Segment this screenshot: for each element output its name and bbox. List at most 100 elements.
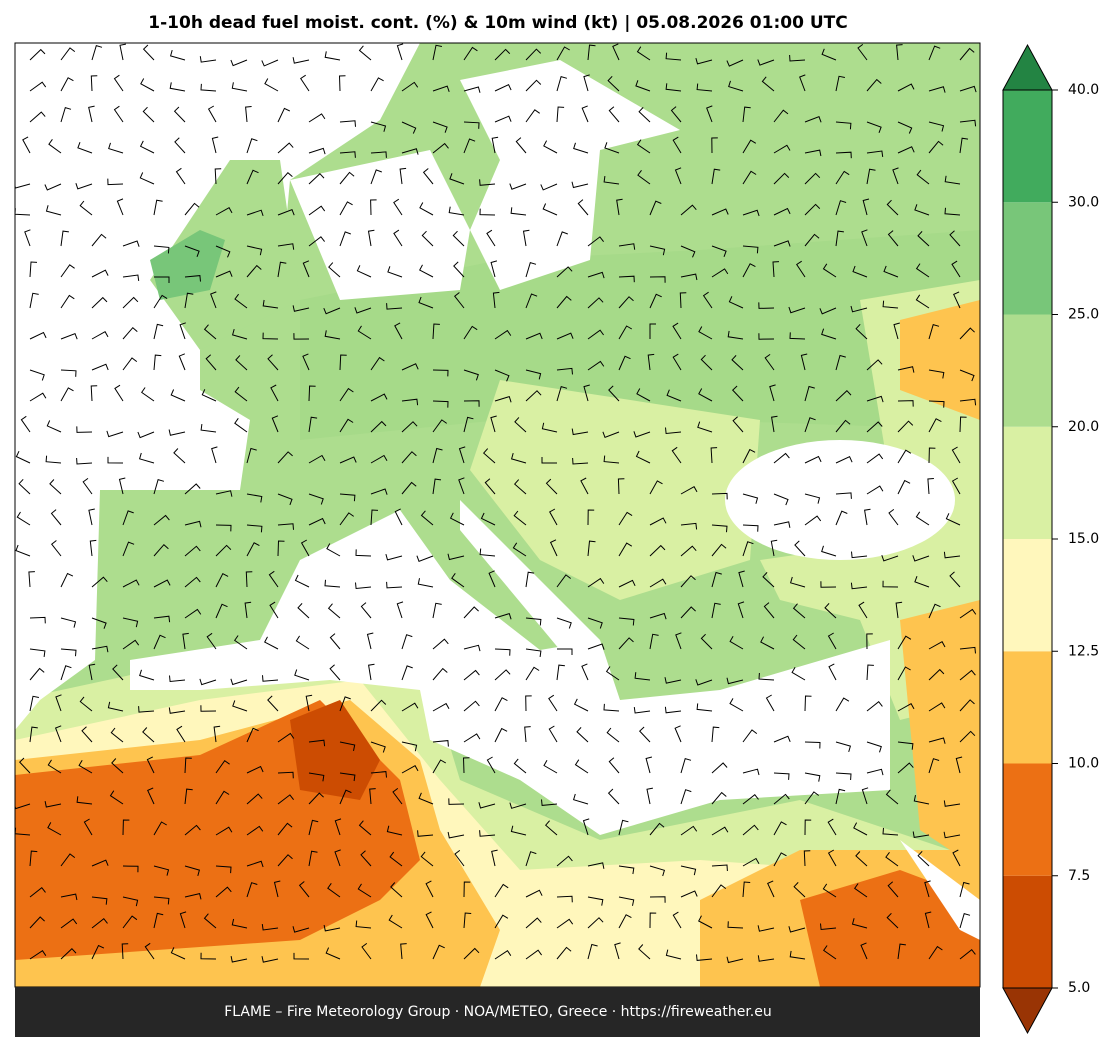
wind-barb — [728, 80, 744, 92]
wind-barb — [665, 52, 682, 61]
wind-barb — [928, 603, 941, 619]
wind-barb — [154, 276, 170, 283]
wind-barb — [432, 478, 442, 495]
wind-barb — [525, 293, 538, 309]
wind-barb — [118, 477, 126, 495]
wind-barb — [246, 138, 258, 154]
wind-barb — [637, 170, 651, 185]
wind-barb — [928, 668, 945, 681]
wind-barb — [184, 865, 201, 877]
wind-barb — [44, 801, 62, 808]
wind-barb — [773, 772, 790, 780]
wind-barb — [432, 142, 449, 154]
wind-barb — [432, 702, 450, 712]
wind-barb — [793, 882, 806, 898]
wind-barb — [897, 420, 914, 433]
wind-barb — [727, 921, 744, 929]
wind-barb — [697, 421, 713, 433]
wind-barb — [928, 447, 936, 464]
wind-barb — [60, 294, 75, 309]
wind-barb — [549, 539, 558, 557]
wind-barb — [308, 819, 319, 836]
wind-barb — [153, 634, 166, 650]
wind-barb — [215, 544, 232, 557]
wind-barb — [339, 741, 356, 751]
wind-barb — [45, 205, 62, 216]
sea — [460, 500, 600, 650]
wind-barb — [328, 262, 341, 278]
wind-barb — [742, 245, 759, 254]
wind-barb — [835, 419, 851, 433]
wind-barb — [29, 48, 46, 61]
wind-barb — [866, 395, 884, 403]
wind-barb — [680, 865, 697, 876]
wind-barb — [389, 851, 403, 867]
wind-barb — [525, 369, 542, 380]
wind-barb — [81, 726, 93, 743]
wind-barb — [710, 447, 718, 464]
wind-barb — [788, 306, 806, 314]
wind-barb — [308, 772, 325, 782]
wind-barb — [401, 765, 419, 774]
wind-barb — [761, 76, 775, 92]
wind-barb — [494, 84, 512, 92]
wind-barb — [396, 43, 404, 61]
wind-barb — [153, 199, 163, 216]
wind-barb — [49, 479, 62, 495]
wind-barb — [122, 819, 130, 836]
wind-barb — [215, 865, 232, 874]
wind-barb — [514, 417, 527, 433]
wind-barb — [421, 230, 434, 247]
wind-barb — [482, 448, 496, 464]
wind-barb — [603, 455, 620, 464]
wind-barb — [789, 54, 806, 62]
wind-barb — [386, 581, 403, 589]
wind-barb — [112, 664, 124, 681]
wind-barb — [671, 446, 682, 464]
colorbar-tick-label: 12.5 — [1068, 643, 1099, 659]
wind-barb — [804, 149, 822, 157]
wind-barb — [822, 263, 837, 278]
wind-barb — [557, 648, 573, 655]
wind-barb — [525, 109, 540, 123]
wind-barb — [924, 911, 932, 929]
wind-barb — [91, 917, 108, 929]
wind-barb — [91, 331, 109, 340]
wind-barb — [543, 760, 558, 774]
wind-barb — [892, 167, 899, 185]
wind-barb — [215, 245, 231, 258]
wind-barb — [422, 168, 434, 185]
wind-barb — [804, 493, 821, 504]
wind-barb — [491, 136, 499, 154]
wind-barb — [646, 787, 653, 805]
wind-barb — [113, 105, 124, 123]
wind-barb — [401, 451, 417, 464]
wind-barb — [680, 273, 698, 281]
wind-barb — [370, 454, 388, 464]
wind-barb — [448, 798, 465, 805]
wind-barb — [556, 918, 574, 929]
wind-barb — [432, 667, 448, 681]
wind-barb — [927, 478, 934, 495]
wind-barb — [796, 260, 806, 278]
wind-barb — [452, 230, 465, 247]
wind-barb — [729, 635, 744, 650]
wind-barb — [432, 121, 448, 133]
wind-barb — [887, 881, 899, 898]
wind-barb — [617, 478, 625, 495]
wind-barb — [556, 106, 565, 123]
wind-barb — [88, 105, 95, 123]
wind-barb — [370, 420, 387, 433]
wind-barb — [29, 331, 47, 340]
wind-barb — [885, 789, 899, 805]
wind-barb — [453, 261, 465, 278]
wind-barb — [512, 542, 527, 557]
wind-barb — [292, 305, 310, 312]
wind-barb — [494, 395, 512, 403]
wind-barb — [268, 570, 279, 588]
wind-barb — [418, 792, 434, 805]
wind-barb — [700, 633, 713, 650]
wind-barb — [914, 204, 930, 216]
wind-barb — [357, 325, 372, 340]
wind-barb — [913, 795, 930, 805]
